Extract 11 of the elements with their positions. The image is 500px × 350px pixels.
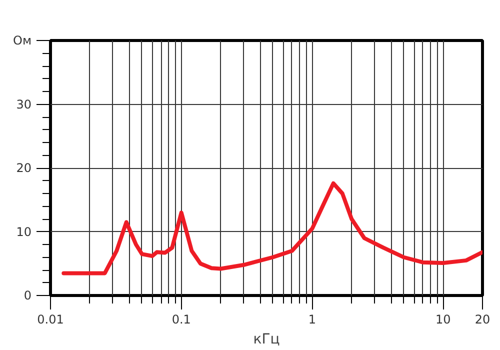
x-tick-label: 1 bbox=[308, 312, 316, 326]
y-tick-label: 10 bbox=[16, 224, 32, 239]
x-tick-label: 10 bbox=[435, 312, 451, 326]
y-tick-label: Ом bbox=[13, 34, 32, 48]
x-tick-label: 0.01 bbox=[37, 312, 64, 326]
y-tick-label: 0 bbox=[24, 288, 32, 302]
y-tick-label: 30 bbox=[16, 97, 32, 112]
x-axis-title: кГц bbox=[253, 332, 280, 348]
x-tick-label: 20 bbox=[474, 312, 490, 326]
y-tick-label: 20 bbox=[16, 161, 32, 175]
x-tick-label: 0.1 bbox=[172, 312, 191, 326]
